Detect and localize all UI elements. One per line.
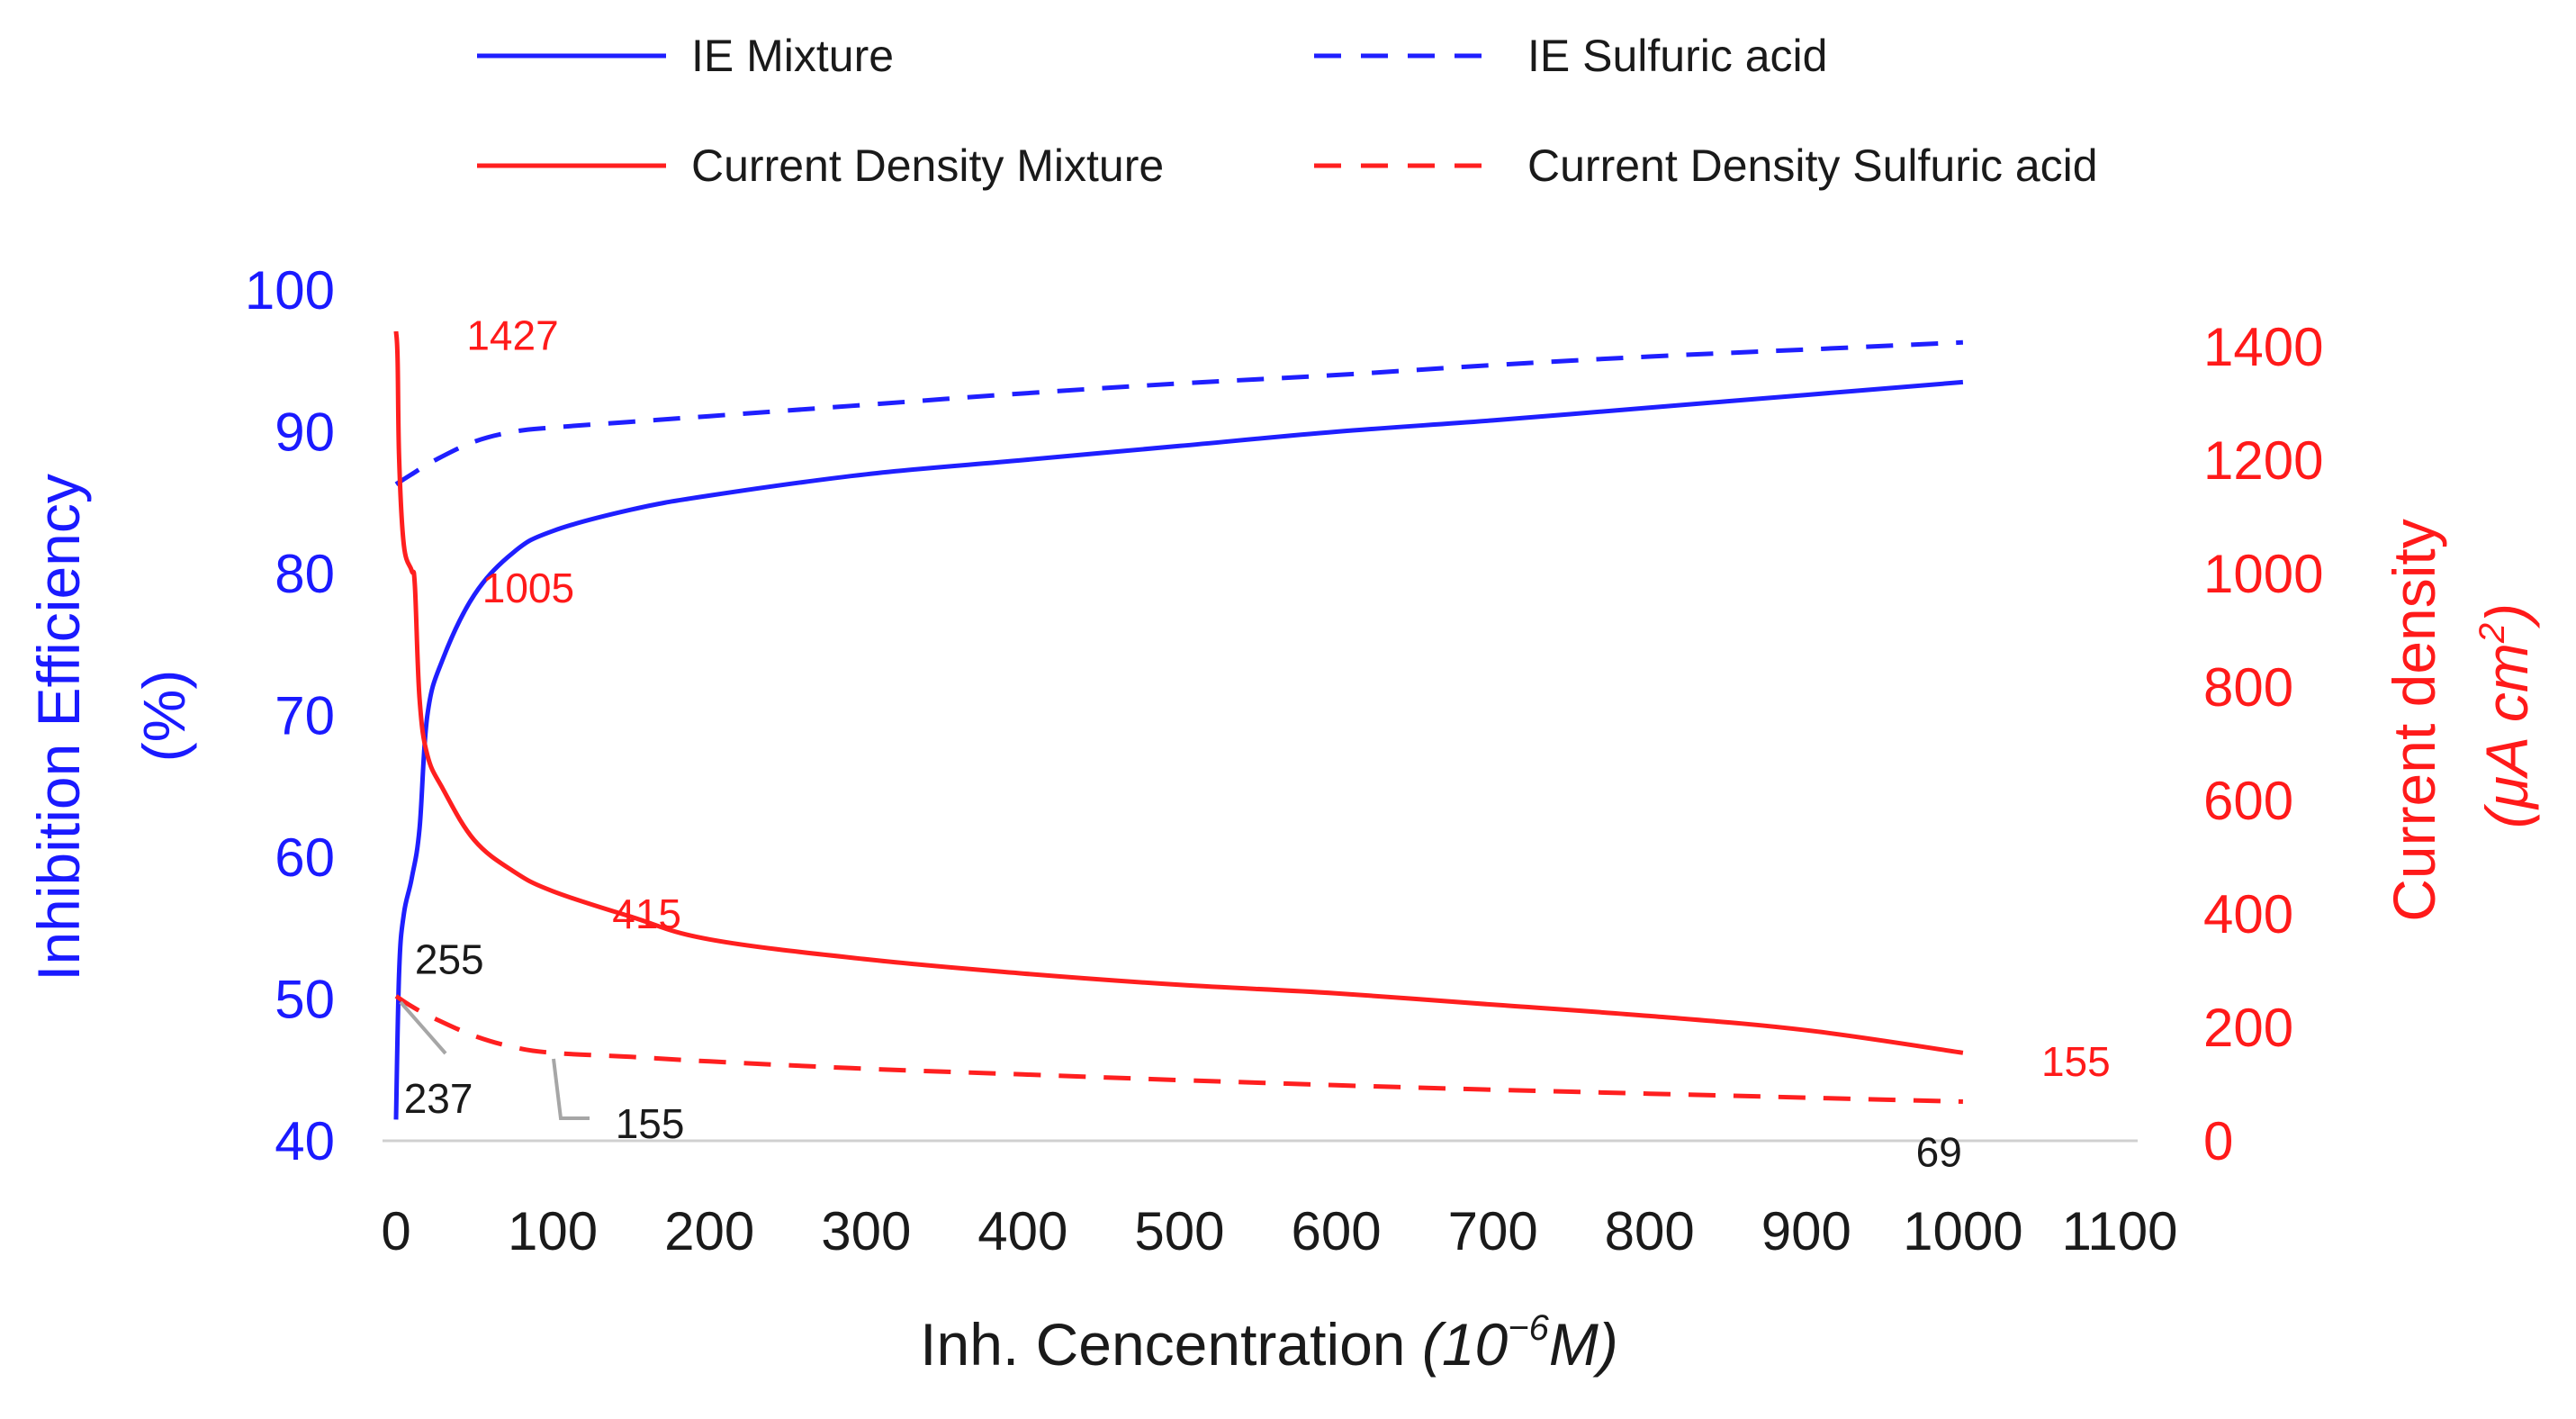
legend-label-ie-mixture: IE Mixture xyxy=(691,31,894,81)
y-left-tick-label-80: 80 xyxy=(275,544,335,604)
series-line-current-density-mixture xyxy=(393,330,1964,1055)
x-tick-labels: 0 100 200 300 400 500 600 700 800 900 1000 1100 xyxy=(381,1201,2177,1261)
y-left-title-line2: (%) xyxy=(131,670,197,763)
y-right-tick-label-1000: 1000 xyxy=(2203,544,2323,604)
series-line-ie-mixture xyxy=(393,379,1964,1120)
x-title-exp: −6 xyxy=(1508,1308,1549,1348)
x-tick-label-600: 600 xyxy=(1291,1201,1381,1261)
y-left-tick-labels: 40 50 60 70 80 90 100 xyxy=(245,260,335,1171)
x-title-unit-end: M) xyxy=(1549,1311,1618,1378)
x-tick-label-700: 700 xyxy=(1448,1201,1538,1261)
x-tick-label-500: 500 xyxy=(1134,1201,1224,1261)
x-tick-label-200: 200 xyxy=(664,1201,754,1261)
y-left-tick-label-60: 60 xyxy=(275,827,335,888)
leader-line-237 xyxy=(399,1000,447,1055)
series-line-current-density-sulfuric-acid xyxy=(394,994,1963,1104)
y-right-tick-label-0: 0 xyxy=(2203,1111,2233,1171)
leader-line-155 xyxy=(552,1058,590,1120)
y-right-title-line2: (μA cm2) xyxy=(2472,603,2540,828)
legend: IE Mixture IE Sulfuric acid Current Densit… xyxy=(477,31,2098,191)
y-left-tick-label-100: 100 xyxy=(245,260,335,321)
y-right-unit-a: (μA cm xyxy=(2473,643,2540,828)
y-left-tick-label-70: 70 xyxy=(275,686,335,746)
series-line-ie-sulfuric-acid xyxy=(394,339,1964,486)
annotation-black-255-4: 255 xyxy=(415,935,484,982)
annotation-red-1005-1: 1005 xyxy=(482,565,574,611)
y-right-tick-label-800: 800 xyxy=(2203,657,2293,718)
y-left-tick-label-90: 90 xyxy=(275,402,335,463)
y-right-tick-label-600: 600 xyxy=(2203,771,2293,831)
annotation-black-69-7: 69 xyxy=(1916,1129,1962,1176)
annotation-red-155-3: 155 xyxy=(2041,1038,2111,1085)
x-tick-label-1100: 1100 xyxy=(2061,1201,2177,1261)
data-annotations: 1427 1005 415 155 255 237 155 69 xyxy=(404,312,2111,1175)
x-tick-label-1000: 1000 xyxy=(1903,1201,2022,1261)
y-right-title-line1: Current density xyxy=(2381,519,2447,922)
x-tick-label-400: 400 xyxy=(977,1201,1067,1261)
legend-label-current-density-sulfuric-acid: Current Density Sulfuric acid xyxy=(1527,140,2098,191)
x-tick-label-900: 900 xyxy=(1761,1201,1851,1261)
x-title-main: Inh. Cencentration xyxy=(920,1311,1422,1378)
y-right-tick-label-400: 400 xyxy=(2203,884,2293,944)
annotation-black-237-5: 237 xyxy=(404,1075,473,1122)
y-right-tick-labels: 0 200 400 600 800 1000 1200 1400 xyxy=(2203,317,2323,1171)
x-tick-label-100: 100 xyxy=(508,1201,598,1261)
x-tick-label-800: 800 xyxy=(1605,1201,1695,1261)
legend-label-current-density-mixture: Current Density Mixture xyxy=(691,140,1164,191)
annotation-red-415-2: 415 xyxy=(612,890,681,937)
y-left-tick-label-50: 50 xyxy=(275,970,335,1030)
y-right-tick-label-200: 200 xyxy=(2203,998,2293,1058)
x-tick-label-300: 300 xyxy=(821,1201,911,1261)
annotation-leader-lines xyxy=(399,1000,590,1120)
y-right-tick-label-1200: 1200 xyxy=(2203,430,2323,491)
y-left-tick-label-40: 40 xyxy=(275,1111,335,1171)
x-tick-label-0: 0 xyxy=(381,1201,410,1261)
y-right-unit-exp: 2 xyxy=(2472,623,2512,644)
annotation-red-1427-0: 1427 xyxy=(466,312,558,358)
legend-label-ie-sulfuric-acid: IE Sulfuric acid xyxy=(1527,31,1827,81)
y-left-title-line1: Inhibition Efficiency xyxy=(25,474,92,981)
x-axis-title: Inh. Cencentration (10−6M) xyxy=(920,1308,1618,1378)
y-right-tick-label-1400: 1400 xyxy=(2203,317,2323,377)
series-lines xyxy=(393,330,1964,1120)
annotation-black-155-6: 155 xyxy=(616,1100,685,1147)
x-title-unit: (10 xyxy=(1422,1311,1509,1378)
